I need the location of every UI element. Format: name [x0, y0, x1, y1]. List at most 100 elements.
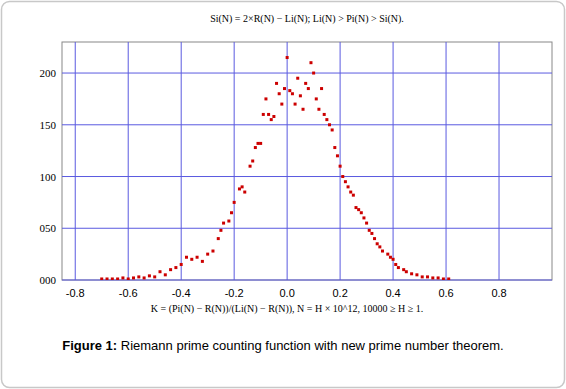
point [357, 208, 360, 211]
point [296, 77, 299, 80]
chart-title: Si(N) = 2×R(N) − Li(N); Li(N) > Pi(N) > … [210, 13, 404, 25]
point [127, 277, 130, 280]
y-grid-line [62, 124, 552, 125]
point [238, 187, 241, 190]
point [333, 146, 336, 149]
point [288, 89, 291, 92]
point [106, 277, 109, 280]
point [275, 82, 278, 85]
figure: Si(N) = 2×R(N) − Li(N); Li(N) > Pi(N) > … [0, 0, 566, 389]
point [201, 260, 204, 263]
point [355, 206, 358, 209]
point [352, 194, 355, 197]
point [381, 250, 384, 253]
y-grid-line [62, 228, 552, 229]
point [325, 118, 328, 121]
y-tick-label: 150 [40, 119, 57, 131]
x-grid-line [287, 42, 288, 280]
point [280, 103, 283, 106]
point [344, 180, 347, 183]
point [111, 277, 114, 280]
point [251, 160, 254, 163]
point [389, 256, 392, 259]
point [323, 113, 326, 116]
x-grid-line [340, 42, 341, 280]
point [415, 273, 418, 276]
point [291, 92, 294, 95]
x-grid-line [446, 42, 447, 280]
point [312, 72, 315, 75]
point [243, 191, 246, 194]
point [349, 191, 352, 194]
point [302, 108, 305, 111]
x-grid-line [181, 42, 182, 280]
points [100, 56, 450, 280]
point [397, 266, 400, 269]
point [373, 237, 376, 240]
point [394, 263, 397, 266]
point [376, 242, 379, 245]
point [132, 276, 135, 279]
point [360, 211, 363, 214]
y-grid-line [62, 73, 552, 74]
point [219, 229, 222, 232]
point [362, 216, 365, 219]
x-tick-label: -0.6 [119, 287, 138, 299]
x-grid-line [393, 42, 394, 280]
point [410, 272, 413, 275]
point [437, 276, 440, 279]
point [259, 142, 262, 145]
point [233, 201, 236, 204]
point [442, 277, 445, 280]
point [206, 253, 209, 256]
point [254, 146, 257, 149]
point [270, 118, 273, 121]
point [283, 87, 286, 90]
x-tick-label: -0.8 [66, 287, 85, 299]
point [365, 222, 368, 225]
point [405, 270, 408, 273]
point [309, 61, 312, 64]
x-tick-label: 0.4 [385, 287, 400, 299]
point [421, 275, 424, 278]
y-tick-label: 000 [40, 274, 57, 286]
point [116, 277, 119, 280]
point [148, 274, 151, 277]
point [426, 275, 429, 278]
point [174, 266, 177, 269]
x-tick-label: 0.8 [491, 287, 506, 299]
point [100, 277, 103, 280]
point [341, 175, 344, 178]
point [211, 250, 214, 253]
point [257, 142, 260, 145]
x-grid-line [75, 42, 76, 280]
point [307, 87, 310, 90]
point [370, 232, 373, 235]
point [368, 229, 371, 232]
point [143, 276, 146, 279]
x-grid-line [128, 42, 129, 280]
point [278, 92, 281, 95]
point [328, 123, 331, 126]
x-tick-label: -0.4 [172, 287, 191, 299]
plot-frame [62, 42, 552, 280]
y-tick-label: 100 [40, 171, 57, 183]
figure-border [2, 2, 565, 388]
point [336, 154, 339, 157]
point [169, 268, 172, 271]
x-tick-label: 0.0 [279, 287, 294, 299]
point [272, 115, 275, 118]
point [299, 94, 302, 97]
y-grid-line [62, 176, 552, 177]
point [339, 165, 342, 168]
point [249, 165, 252, 168]
caption: Figure 1: Riemann prime counting functio… [62, 338, 503, 353]
point [196, 256, 199, 259]
point [164, 273, 167, 276]
point [331, 128, 334, 131]
point [286, 56, 289, 59]
point [222, 222, 225, 225]
point [153, 275, 156, 278]
x-axis-label: K = (Pi(N) − R(N))/(Li(N) − R(N)), N = H… [151, 303, 423, 315]
point [317, 108, 320, 111]
